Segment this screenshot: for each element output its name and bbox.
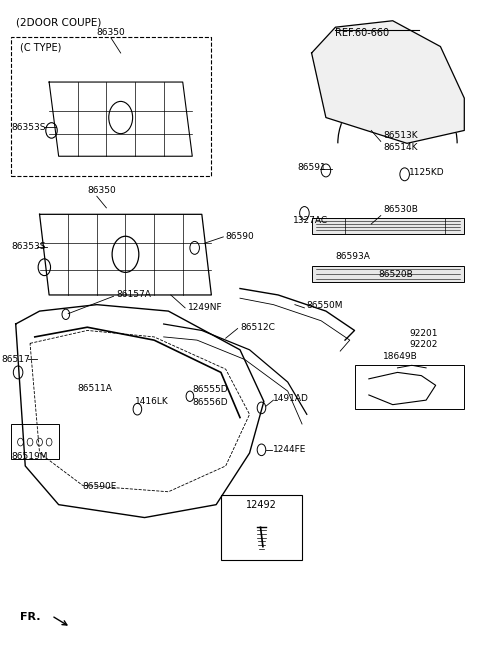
Text: (C TYPE): (C TYPE) (21, 42, 62, 52)
Text: 86157A: 86157A (116, 290, 151, 299)
Text: 86590E: 86590E (83, 482, 117, 491)
Text: 86555D: 86555D (192, 386, 228, 395)
Text: 86353S: 86353S (11, 242, 46, 251)
Text: 86512C: 86512C (240, 323, 275, 332)
Text: 86590: 86590 (226, 233, 254, 242)
Text: 86550M: 86550M (307, 301, 343, 310)
Text: 1416LK: 1416LK (135, 397, 169, 406)
Text: 86353S: 86353S (11, 122, 46, 132)
Text: 1491AD: 1491AD (274, 394, 309, 402)
Text: REF.60-660: REF.60-660 (336, 29, 390, 38)
Bar (312, 218, 464, 234)
Text: 92201: 92201 (409, 329, 438, 338)
Text: 86514K: 86514K (383, 143, 418, 152)
Polygon shape (312, 21, 464, 143)
Text: 86517: 86517 (1, 355, 30, 364)
Text: 86530B: 86530B (383, 205, 418, 214)
Text: (2DOOR COUPE): (2DOOR COUPE) (16, 17, 101, 27)
Text: 18649B: 18649B (383, 352, 418, 361)
Text: 86556D: 86556D (192, 399, 228, 407)
Text: 86591: 86591 (297, 163, 326, 172)
Text: 12492: 12492 (246, 500, 277, 510)
Text: 1125KD: 1125KD (409, 168, 445, 177)
Text: FR.: FR. (21, 612, 41, 622)
Bar (355, 365, 464, 409)
Bar (312, 266, 464, 282)
Text: 86513K: 86513K (383, 131, 418, 140)
Text: 86593A: 86593A (336, 253, 370, 261)
Text: 86511A: 86511A (78, 384, 113, 393)
Text: 86350: 86350 (87, 186, 116, 195)
Text: 86519M: 86519M (11, 452, 48, 461)
Bar (11, 424, 59, 459)
Text: 92202: 92202 (409, 340, 438, 349)
Text: 86350: 86350 (97, 28, 126, 37)
Text: 1327AC: 1327AC (292, 216, 328, 226)
Text: 1244FE: 1244FE (274, 445, 307, 454)
Bar (221, 495, 302, 559)
Text: 1249NF: 1249NF (188, 303, 222, 312)
Text: 86520B: 86520B (378, 270, 413, 279)
